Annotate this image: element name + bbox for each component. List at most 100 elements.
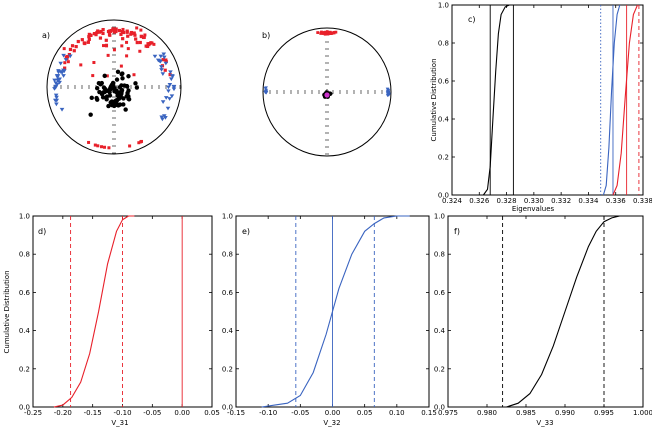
x-tick-label: 0.328 <box>497 197 517 205</box>
red-square-marker <box>63 61 67 65</box>
blue-triangle-marker <box>152 54 158 59</box>
red-square-marker <box>161 58 165 62</box>
panel-c-label: c) <box>468 15 476 24</box>
black-circle-marker <box>102 73 107 79</box>
y-tick-label: 0.2 <box>438 154 449 162</box>
panel-b-points <box>263 30 391 99</box>
blue-triangle-marker <box>159 115 164 120</box>
y-tick-label: 0.8 <box>434 251 445 259</box>
x-tick-label: 0.10 <box>389 409 405 417</box>
red-square-marker <box>87 35 91 39</box>
blue-triangle-marker <box>155 58 161 63</box>
blue-triangle-marker <box>159 68 164 72</box>
black-circle-marker <box>89 95 94 101</box>
red-square-marker <box>103 145 107 149</box>
red-square-marker <box>135 40 139 45</box>
red-square-marker <box>323 31 326 34</box>
red-square-marker <box>114 27 118 31</box>
black-circle-marker <box>126 88 131 93</box>
panel-a-points <box>52 26 177 150</box>
panel-f-xlabel: V_33 <box>536 419 553 427</box>
blue-triangle-marker <box>166 85 171 90</box>
red-square-marker <box>129 32 133 36</box>
red-square-marker <box>120 44 124 48</box>
red-square-marker <box>141 35 146 40</box>
blue-triangle-marker <box>160 72 166 76</box>
y-tick-label: 0.4 <box>434 327 446 335</box>
blue-triangle-marker <box>167 97 172 101</box>
cdf-series-line <box>602 4 621 196</box>
red-square-marker <box>126 47 130 51</box>
x-tick-label: -0.10 <box>113 409 131 417</box>
y-tick-label: 1.0 <box>19 213 30 221</box>
red-square-marker <box>323 32 327 36</box>
red-square-marker <box>93 143 97 147</box>
red-square-marker <box>105 44 109 48</box>
red-square-marker <box>99 29 103 34</box>
y-tick-label: 1.0 <box>434 213 445 221</box>
cdf-series-line <box>612 4 639 196</box>
blue-triangle-marker <box>67 54 73 59</box>
y-tick-label: 0.6 <box>222 289 234 297</box>
red-square-marker <box>164 58 168 62</box>
red-square-marker <box>328 32 331 35</box>
black-circle-marker <box>121 102 126 107</box>
blue-triangle-marker <box>61 74 66 78</box>
red-square-marker <box>119 64 123 68</box>
red-square-marker <box>108 33 112 37</box>
y-tick-label: 0.0 <box>438 192 449 200</box>
blue-triangle-marker <box>159 65 164 69</box>
panel-f-label: f) <box>454 227 460 236</box>
black-circle-marker <box>107 93 113 98</box>
y-tick-label: 0.4 <box>438 116 450 124</box>
blue-triangle-marker <box>167 83 173 87</box>
red-square-marker <box>87 140 91 144</box>
black-circle-marker <box>134 85 140 90</box>
panel-d-xlabel: V_31 <box>111 419 128 427</box>
red-square-marker <box>137 141 141 145</box>
panel-c-ylabel: Cumulative Distribution <box>430 58 438 141</box>
blue-triangle-marker <box>163 61 169 66</box>
red-square-marker <box>97 30 101 34</box>
x-tick-label: 0.00 <box>174 409 190 417</box>
y-tick-label: 0.4 <box>222 327 234 335</box>
x-tick-label: 0.334 <box>578 197 599 205</box>
black-circle-marker <box>106 103 111 109</box>
x-tick-label: -0.15 <box>227 409 245 417</box>
black-circle-marker <box>88 112 93 117</box>
blue-triangle-marker <box>57 80 62 85</box>
red-square-marker <box>117 28 121 33</box>
black-circle-marker <box>119 83 124 88</box>
black-circle-marker <box>123 107 128 112</box>
panel-b-label: b) <box>262 31 270 40</box>
blue-triangle-marker <box>54 74 60 78</box>
black-circle-marker <box>108 84 114 90</box>
red-square-marker <box>125 29 129 33</box>
y-tick-label: 0.8 <box>19 251 30 259</box>
blue-triangle-marker <box>169 94 175 99</box>
red-square-marker <box>320 30 323 34</box>
red-square-marker <box>86 40 90 44</box>
red-square-marker <box>104 38 108 42</box>
red-square-marker <box>70 44 75 48</box>
red-square-marker <box>147 43 151 47</box>
red-square-marker <box>98 36 103 40</box>
black-circle-marker <box>95 97 100 102</box>
panel-d-ylabel: Cumulative Distribution <box>3 270 11 353</box>
red-square-marker <box>96 29 100 33</box>
x-tick-label: 0.330 <box>524 197 544 205</box>
y-tick-label: 1.0 <box>438 2 449 10</box>
panel-f: f) V_33 0.975 0.980 0.985 0.990 0.995 1.000 0.… <box>434 213 652 428</box>
x-tick-label: 0.332 <box>551 197 571 205</box>
x-tick-label: 0.338 <box>633 197 652 205</box>
blue-triangle-marker <box>59 71 65 75</box>
blue-triangle-marker <box>53 98 58 103</box>
blue-triangle-marker <box>385 87 390 91</box>
blue-triangle-marker <box>161 114 167 118</box>
black-circle-marker <box>120 76 125 81</box>
red-square-marker <box>120 30 124 34</box>
red-square-marker <box>334 30 338 34</box>
black-circle-marker <box>101 90 106 95</box>
panel-c: c) Eigenvalues Cumulative Distribution 0… <box>430 2 652 214</box>
